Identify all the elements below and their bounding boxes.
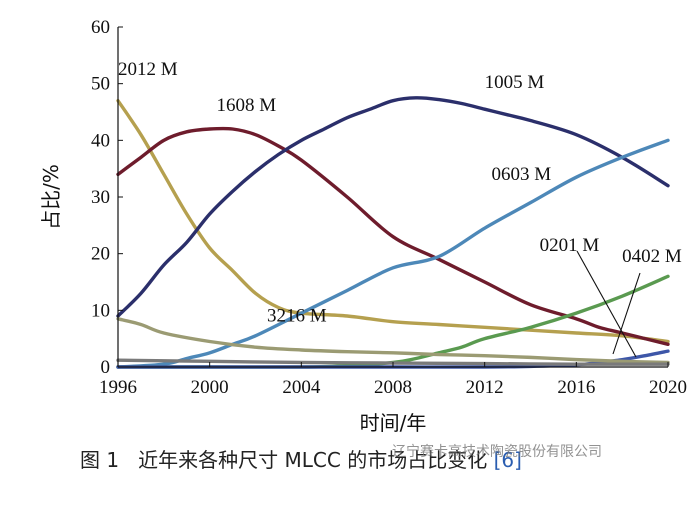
series-label: 1608 M bbox=[217, 95, 277, 116]
y-tick-label: 60 bbox=[91, 17, 110, 38]
y-tick-label: 50 bbox=[91, 74, 110, 95]
x-tick-label: 2012 bbox=[466, 377, 504, 398]
series-labels: 2012 M 1608 M 1005 M 0603 M 3216 M 0201 M 0402… bbox=[118, 59, 682, 327]
x-axis-title: 时间/年 bbox=[360, 411, 427, 435]
x-tick-label: 1996 bbox=[99, 377, 137, 398]
ticks: 0 10 20 30 40 50 60 1996 2000 2004 2008 2012 2016 202… bbox=[91, 17, 687, 398]
series-label: 2012 M bbox=[118, 59, 178, 80]
series-label: 1005 M bbox=[485, 72, 545, 93]
plot-frame bbox=[117, 27, 668, 368]
series-label: 0201 M bbox=[540, 235, 600, 256]
figure-caption: 图 1 近年来各种尺寸 MLCC 的市场占比变化 [6] bbox=[80, 444, 522, 473]
caption-text: 近年来各种尺寸 MLCC 的市场占比变化 bbox=[138, 448, 488, 472]
series-layer bbox=[116, 96, 670, 369]
series-line-0603-m bbox=[116, 138, 670, 369]
x-tick-label: 2008 bbox=[374, 377, 412, 398]
watermark-text: 辽宁赛卡高技术陶瓷股份有限公司 bbox=[392, 444, 602, 460]
y-tick-label: 20 bbox=[91, 244, 110, 265]
y-tick-label: 40 bbox=[91, 130, 110, 151]
leader-lines bbox=[576, 250, 641, 358]
x-tick-label: 2004 bbox=[282, 377, 321, 398]
line-chart: 0 10 20 30 40 50 60 1996 2000 2004 2008 2012 2016 202… bbox=[39, 17, 687, 435]
series-line-1005-m bbox=[116, 96, 670, 318]
leader-line-0201 bbox=[576, 250, 637, 358]
x-tick-label: 2016 bbox=[557, 377, 595, 398]
x-tick-label: 2000 bbox=[191, 377, 229, 398]
caption-label: 图 1 bbox=[80, 448, 120, 472]
series-label: 0603 M bbox=[492, 164, 552, 185]
series-line-1608-m bbox=[116, 126, 670, 347]
y-axis-title: 占比/% bbox=[39, 164, 63, 230]
leader-line-0402 bbox=[612, 272, 641, 355]
y-tick-label: 0 bbox=[101, 357, 111, 378]
x-tick-label: 2020 bbox=[649, 377, 687, 398]
y-tick-label: 10 bbox=[91, 300, 110, 321]
y-tick-label: 30 bbox=[91, 187, 110, 208]
series-line-3216-m bbox=[116, 317, 670, 365]
series-label: 0402 M bbox=[622, 246, 682, 267]
series-label: 3216 M bbox=[267, 306, 327, 327]
caption-reference: [6] bbox=[493, 448, 522, 472]
